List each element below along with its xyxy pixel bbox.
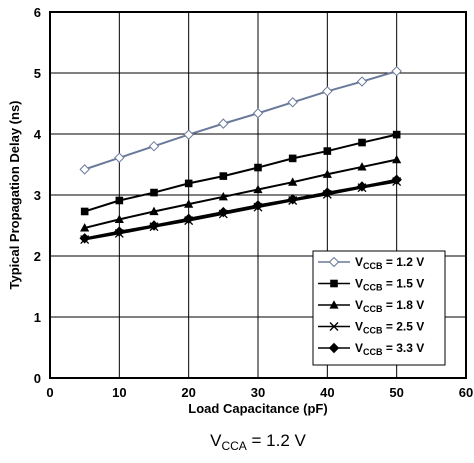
y-tick-label: 4 bbox=[34, 127, 42, 142]
data-point-diamond bbox=[218, 206, 229, 218]
data-point-square bbox=[358, 138, 366, 147]
x-tick-label: 30 bbox=[251, 385, 265, 400]
data-point-triangle bbox=[288, 177, 298, 186]
data-point-triangle bbox=[329, 300, 339, 309]
data-point-triangle bbox=[80, 223, 90, 232]
data-point-square bbox=[392, 130, 401, 139]
y-tick-label: 6 bbox=[34, 5, 41, 20]
data-point-square bbox=[115, 196, 124, 205]
data-point-square bbox=[254, 163, 262, 172]
data-point-triangle bbox=[392, 154, 402, 164]
legend-entry: VCCB = 1.8 V bbox=[318, 298, 424, 314]
legend-entries: VCCB = 1.2 V VCCB = 1.5 V VCCB = 1.8 V VCCB… bbox=[318, 255, 424, 357]
series-1 bbox=[79, 65, 402, 175]
data-point-diamond bbox=[114, 226, 125, 237]
data-point-diamond bbox=[391, 65, 402, 77]
caption: VCCA = 1.2 V bbox=[210, 431, 306, 453]
x-tick-label: 20 bbox=[181, 385, 195, 400]
legend-label: VCCB = 3.3 V bbox=[355, 341, 424, 357]
legend-label: VCCB = 1.2 V bbox=[355, 255, 424, 271]
legend-label: VCCB = 1.5 V bbox=[355, 277, 424, 293]
x-tick-label: 10 bbox=[112, 385, 126, 400]
data-point-square bbox=[80, 207, 89, 216]
data-point-diamond bbox=[114, 152, 125, 163]
series-2 bbox=[80, 130, 401, 216]
y-tick-label: 2 bbox=[34, 249, 41, 264]
data-point-diamond bbox=[287, 97, 298, 108]
caption-rest: = 1.2 V bbox=[247, 431, 307, 450]
data-point-triangle bbox=[322, 169, 332, 178]
data-point-diamond bbox=[148, 140, 160, 152]
legend-label: VCCB = 2.5 V bbox=[355, 320, 424, 336]
data-point-diamond bbox=[391, 174, 402, 185]
y-tick-label: 1 bbox=[34, 310, 41, 325]
data-point-diamond bbox=[322, 86, 333, 97]
series-group bbox=[79, 65, 402, 244]
data-point-diamond bbox=[183, 213, 194, 224]
x-tick-label: 60 bbox=[459, 385, 473, 400]
data-point-diamond bbox=[252, 200, 264, 211]
plot-frame bbox=[49, 11, 467, 379]
legend-entry: VCCB = 1.5 V bbox=[318, 277, 424, 293]
data-point-diamond bbox=[218, 118, 229, 129]
legend-label: VCCB = 1.8 V bbox=[355, 298, 424, 314]
y-tick-label: 3 bbox=[34, 188, 41, 203]
legend-entry: VCCB = 1.2 V bbox=[318, 255, 424, 271]
legend-entry: VCCB = 3.3 V bbox=[318, 341, 424, 357]
data-point-square bbox=[323, 147, 332, 155]
x-axis-title: Load Capacitance (pF) bbox=[188, 401, 327, 416]
x-tick-label: 40 bbox=[320, 385, 334, 400]
data-point-triangle bbox=[253, 184, 263, 194]
data-point-diamond bbox=[79, 164, 90, 175]
caption-main: V bbox=[210, 431, 222, 450]
data-point-diamond bbox=[252, 108, 264, 119]
data-point-diamond bbox=[322, 187, 333, 198]
series-3 bbox=[80, 154, 402, 232]
series-line bbox=[84, 180, 397, 241]
data-point-diamond bbox=[356, 76, 368, 87]
data-point-triangle bbox=[114, 214, 124, 223]
x-tick-label: 50 bbox=[389, 385, 403, 400]
y-tick-label: 0 bbox=[34, 371, 41, 386]
data-point-diamond bbox=[328, 256, 340, 268]
data-point-square bbox=[219, 172, 228, 180]
data-point-diamond bbox=[148, 220, 160, 231]
y-tick-label: 5 bbox=[34, 66, 41, 81]
caption-sub: CCA bbox=[221, 439, 246, 453]
series-line bbox=[84, 70, 397, 171]
data-point-diamond bbox=[183, 129, 194, 140]
x-tick-label: 0 bbox=[46, 385, 53, 400]
data-point-square bbox=[330, 279, 338, 288]
series-line bbox=[84, 133, 397, 213]
data-point-triangle bbox=[218, 192, 228, 201]
data-point-diamond bbox=[287, 194, 298, 205]
y-axis-title: Typical Propagation Delay (ns) bbox=[7, 100, 22, 289]
data-point-diamond bbox=[356, 181, 368, 192]
data-point-x bbox=[329, 322, 339, 331]
data-point-triangle bbox=[184, 199, 194, 208]
data-point-triangle bbox=[357, 162, 367, 171]
data-point-triangle bbox=[149, 206, 159, 216]
data-point-diamond bbox=[328, 342, 340, 354]
series-5 bbox=[79, 174, 402, 244]
data-point-diamond bbox=[79, 233, 90, 244]
axis-ticks: 0 10 20 30 40 50 60 0 1 2 3 4 5 6 bbox=[34, 5, 473, 400]
data-point-square bbox=[184, 179, 193, 188]
legend: VCCB = 1.2 V VCCB = 1.5 V VCCB = 1.8 V VCCB… bbox=[312, 250, 446, 366]
series-line bbox=[84, 178, 397, 240]
series-line bbox=[84, 158, 397, 229]
data-point-square bbox=[150, 188, 158, 197]
legend-entry: VCCB = 2.5 V bbox=[318, 320, 424, 336]
data-point-square bbox=[288, 154, 297, 163]
